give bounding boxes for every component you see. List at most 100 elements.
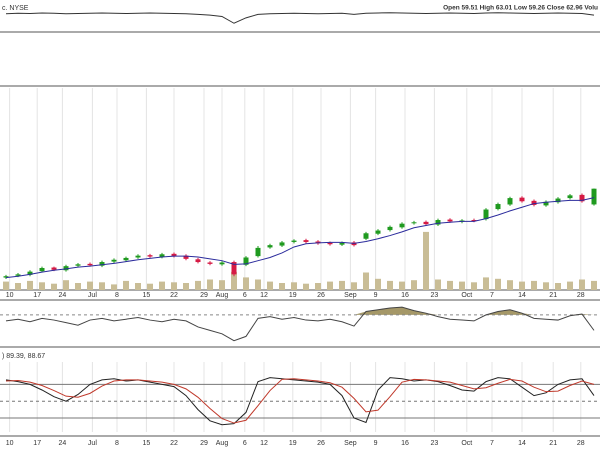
volume-bar	[555, 283, 561, 290]
volume-bar	[111, 284, 117, 290]
candle-body	[411, 222, 417, 224]
volume-bar	[255, 279, 261, 290]
x-tick-label: 10	[6, 440, 14, 447]
candle-body	[531, 200, 537, 205]
volume-bar	[471, 282, 477, 290]
candle-body	[543, 201, 549, 206]
volume-bar	[495, 278, 501, 290]
volume-bar	[339, 280, 345, 290]
volume-bar	[507, 280, 513, 290]
x-tick-label: 15	[143, 440, 151, 447]
x-tick-label: Sep	[344, 440, 357, 447]
volume-bar	[15, 283, 21, 290]
volume-bar	[435, 279, 441, 290]
candle-body	[159, 254, 165, 258]
x-tick-label: 7	[490, 292, 494, 299]
x-tick-label: 8	[115, 292, 119, 299]
x-tick-label: 23	[431, 292, 439, 299]
volume-bar	[171, 282, 177, 290]
volume-bar	[423, 231, 429, 290]
volume-bar	[123, 280, 129, 290]
volume-bar	[39, 282, 45, 290]
x-tick-label: 22	[170, 440, 178, 447]
candle-body	[279, 242, 285, 246]
x-tick-label: Oct	[461, 292, 472, 299]
candle-body	[483, 209, 489, 220]
candle-body	[39, 267, 45, 272]
candle-body	[27, 271, 33, 275]
x-tick-label: Oct	[461, 440, 472, 447]
volume-bar	[447, 280, 453, 290]
candle-body	[579, 194, 585, 202]
x-tick-label: 21	[549, 440, 557, 447]
volume-bar	[483, 277, 489, 290]
volume-bar	[387, 280, 393, 290]
x-tick-label: Aug	[216, 292, 229, 299]
x-tick-label: Jul	[88, 440, 97, 447]
candle-body	[51, 267, 57, 270]
candle-body	[183, 255, 189, 259]
candle-body	[15, 274, 21, 276]
candle-body	[111, 259, 117, 262]
x-tick-label: 24	[59, 292, 67, 299]
candle-body	[519, 197, 525, 202]
candle-body	[3, 276, 9, 278]
candle-body	[291, 240, 297, 242]
candle-body	[375, 230, 381, 234]
volume-bar	[303, 283, 309, 290]
volume-bar	[531, 280, 537, 290]
volume-bar	[399, 281, 405, 290]
volume-bar	[291, 282, 297, 290]
indicator-line	[5, 12, 595, 24]
volume-bar	[351, 282, 357, 290]
candle-body	[495, 204, 501, 210]
candle-body	[267, 245, 273, 248]
x-tick-label: Jul	[88, 292, 97, 299]
stoch-line	[5, 378, 595, 424]
x-tick-label: 8	[115, 440, 119, 447]
x-tick-label: 23	[431, 440, 439, 447]
x-tick-label: 24	[59, 440, 67, 447]
volume-bar	[135, 283, 141, 290]
candle-body	[255, 247, 261, 257]
candle-body	[471, 220, 477, 222]
volume-bar	[27, 280, 33, 290]
x-tick-label: Sep	[344, 292, 357, 299]
x-tick-label: 6	[243, 440, 247, 447]
x-tick-label: 29	[200, 440, 208, 447]
volume-bar	[579, 279, 585, 290]
volume-bar	[87, 281, 93, 290]
volume-bar	[315, 283, 321, 290]
area-fill	[390, 307, 402, 315]
x-tick-label: 9	[374, 292, 378, 299]
candle-body	[507, 198, 513, 205]
candle-body	[147, 255, 153, 257]
x-tick-label: 16	[401, 440, 409, 447]
x-tick-label: 26	[317, 292, 325, 299]
volume-bar	[3, 281, 9, 290]
x-tick-label: 26	[317, 440, 325, 447]
candle-body	[195, 259, 201, 263]
candle-body	[555, 198, 561, 203]
x-tick-label: 29	[200, 292, 208, 299]
candle-body	[435, 220, 441, 225]
candle-body	[447, 219, 453, 222]
volume-bar	[243, 277, 249, 290]
x-tick-label: 22	[170, 292, 178, 299]
x-tick-label: 16	[401, 292, 409, 299]
candle-body	[387, 226, 393, 231]
candle-body	[63, 266, 69, 271]
volume-bar	[411, 280, 417, 290]
x-tick-label: 12	[260, 440, 268, 447]
candle-body	[399, 223, 405, 228]
symbol-label: c. NYSE	[2, 5, 29, 12]
volume-bar	[375, 278, 381, 290]
x-tick-label: 15	[143, 292, 151, 299]
volume-bar	[363, 272, 369, 290]
x-tick-label: 12	[260, 292, 268, 299]
candle-body	[591, 188, 597, 205]
oscillator-line	[5, 306, 595, 342]
volume-bar	[63, 280, 69, 290]
x-tick-label: 21	[549, 292, 557, 299]
